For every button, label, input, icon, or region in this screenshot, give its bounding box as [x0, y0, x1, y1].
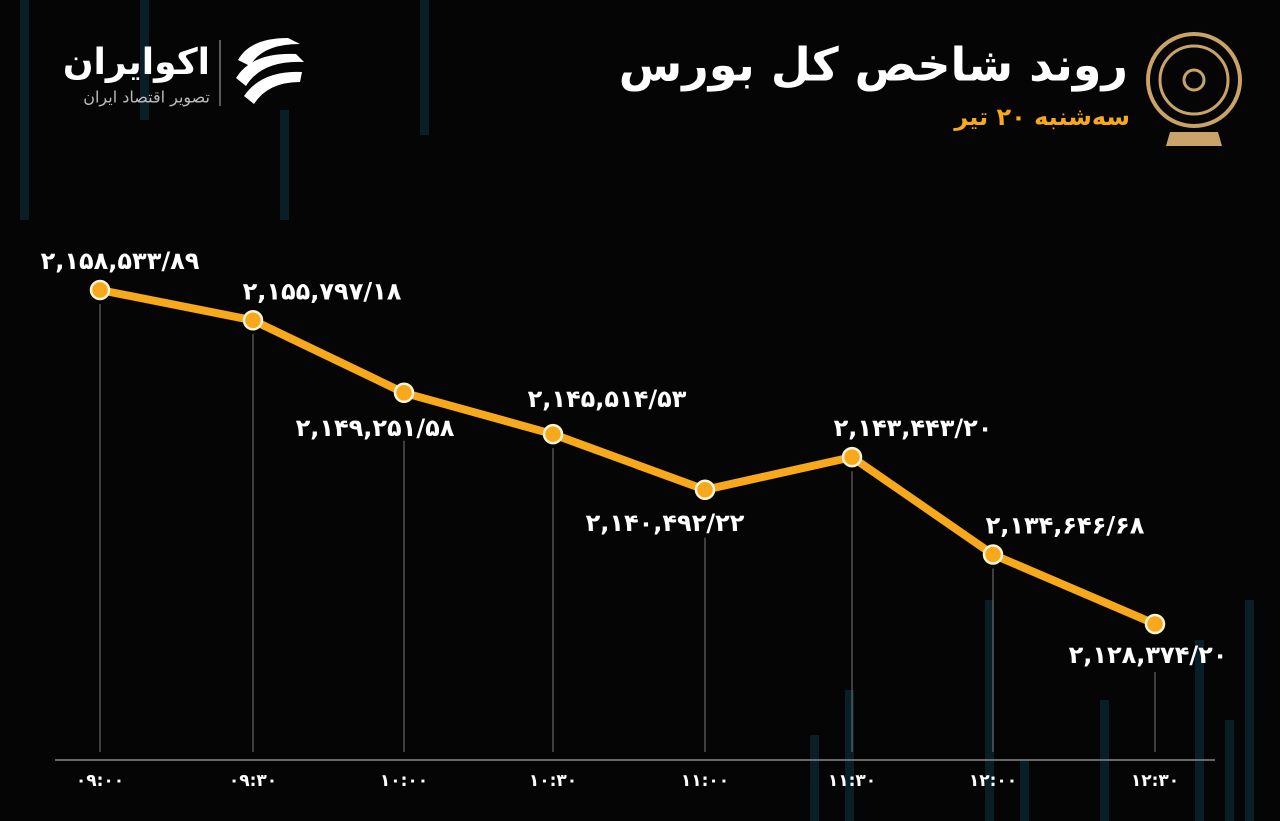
value-label: ۲,۱۴۹,۲۵۱/۵۸ [296, 414, 455, 442]
point [841, 446, 863, 468]
exchange-emblem [1146, 32, 1242, 146]
point [89, 279, 111, 301]
value-label: ۲,۱۴۰,۴۹۲/۲۲ [586, 509, 745, 537]
x-tick-label: ۱۲:۳۰ [1131, 771, 1179, 791]
brand-tagline: تصویر اقتصاد ایران [83, 88, 210, 108]
point [393, 382, 415, 404]
x-tick-label: ۱۰:۳۰ [529, 771, 577, 791]
value-label: ۲,۱۵۵,۷۹۷/۱۸ [243, 277, 402, 305]
brand-logo: اکوایران تصویر اقتصاد ایران [63, 38, 304, 108]
point [542, 423, 564, 445]
x-tick-label: ۱۱:۰۰ [681, 771, 729, 791]
value-label: ۲,۱۳۴,۶۴۶/۶۸ [986, 512, 1145, 540]
x-tick-label: ۰۹:۳۰ [229, 771, 277, 791]
point [982, 544, 1004, 565]
point [242, 310, 264, 331]
point [694, 479, 716, 501]
chart-title: روند شاخص کل بورس [619, 38, 1128, 92]
line-series [99, 286, 1157, 628]
chart-subtitle: سه‌شنبه ۲۰ تیر [953, 103, 1130, 131]
value-label: ۲,۱۲۸,۳۷۴/۲۰ [1069, 641, 1228, 669]
x-tick-label: ۰۹:۰۰ [76, 771, 124, 791]
value-label: ۲,۱۴۳,۴۴۳/۲۰ [834, 414, 993, 442]
x-tick-label: ۱۲:۰۰ [969, 771, 1017, 791]
value-label: ۲,۱۴۵,۵۱۴/۵۳ [528, 385, 687, 413]
value-label: ۲,۱۵۸,۵۳۳/۸۹ [41, 247, 200, 275]
point [1144, 613, 1166, 635]
x-tick-label: ۱۱:۳۰ [828, 771, 876, 791]
brand-name: اکوایران [63, 42, 210, 83]
x-tick-label: ۱۰:۰۰ [380, 771, 428, 791]
